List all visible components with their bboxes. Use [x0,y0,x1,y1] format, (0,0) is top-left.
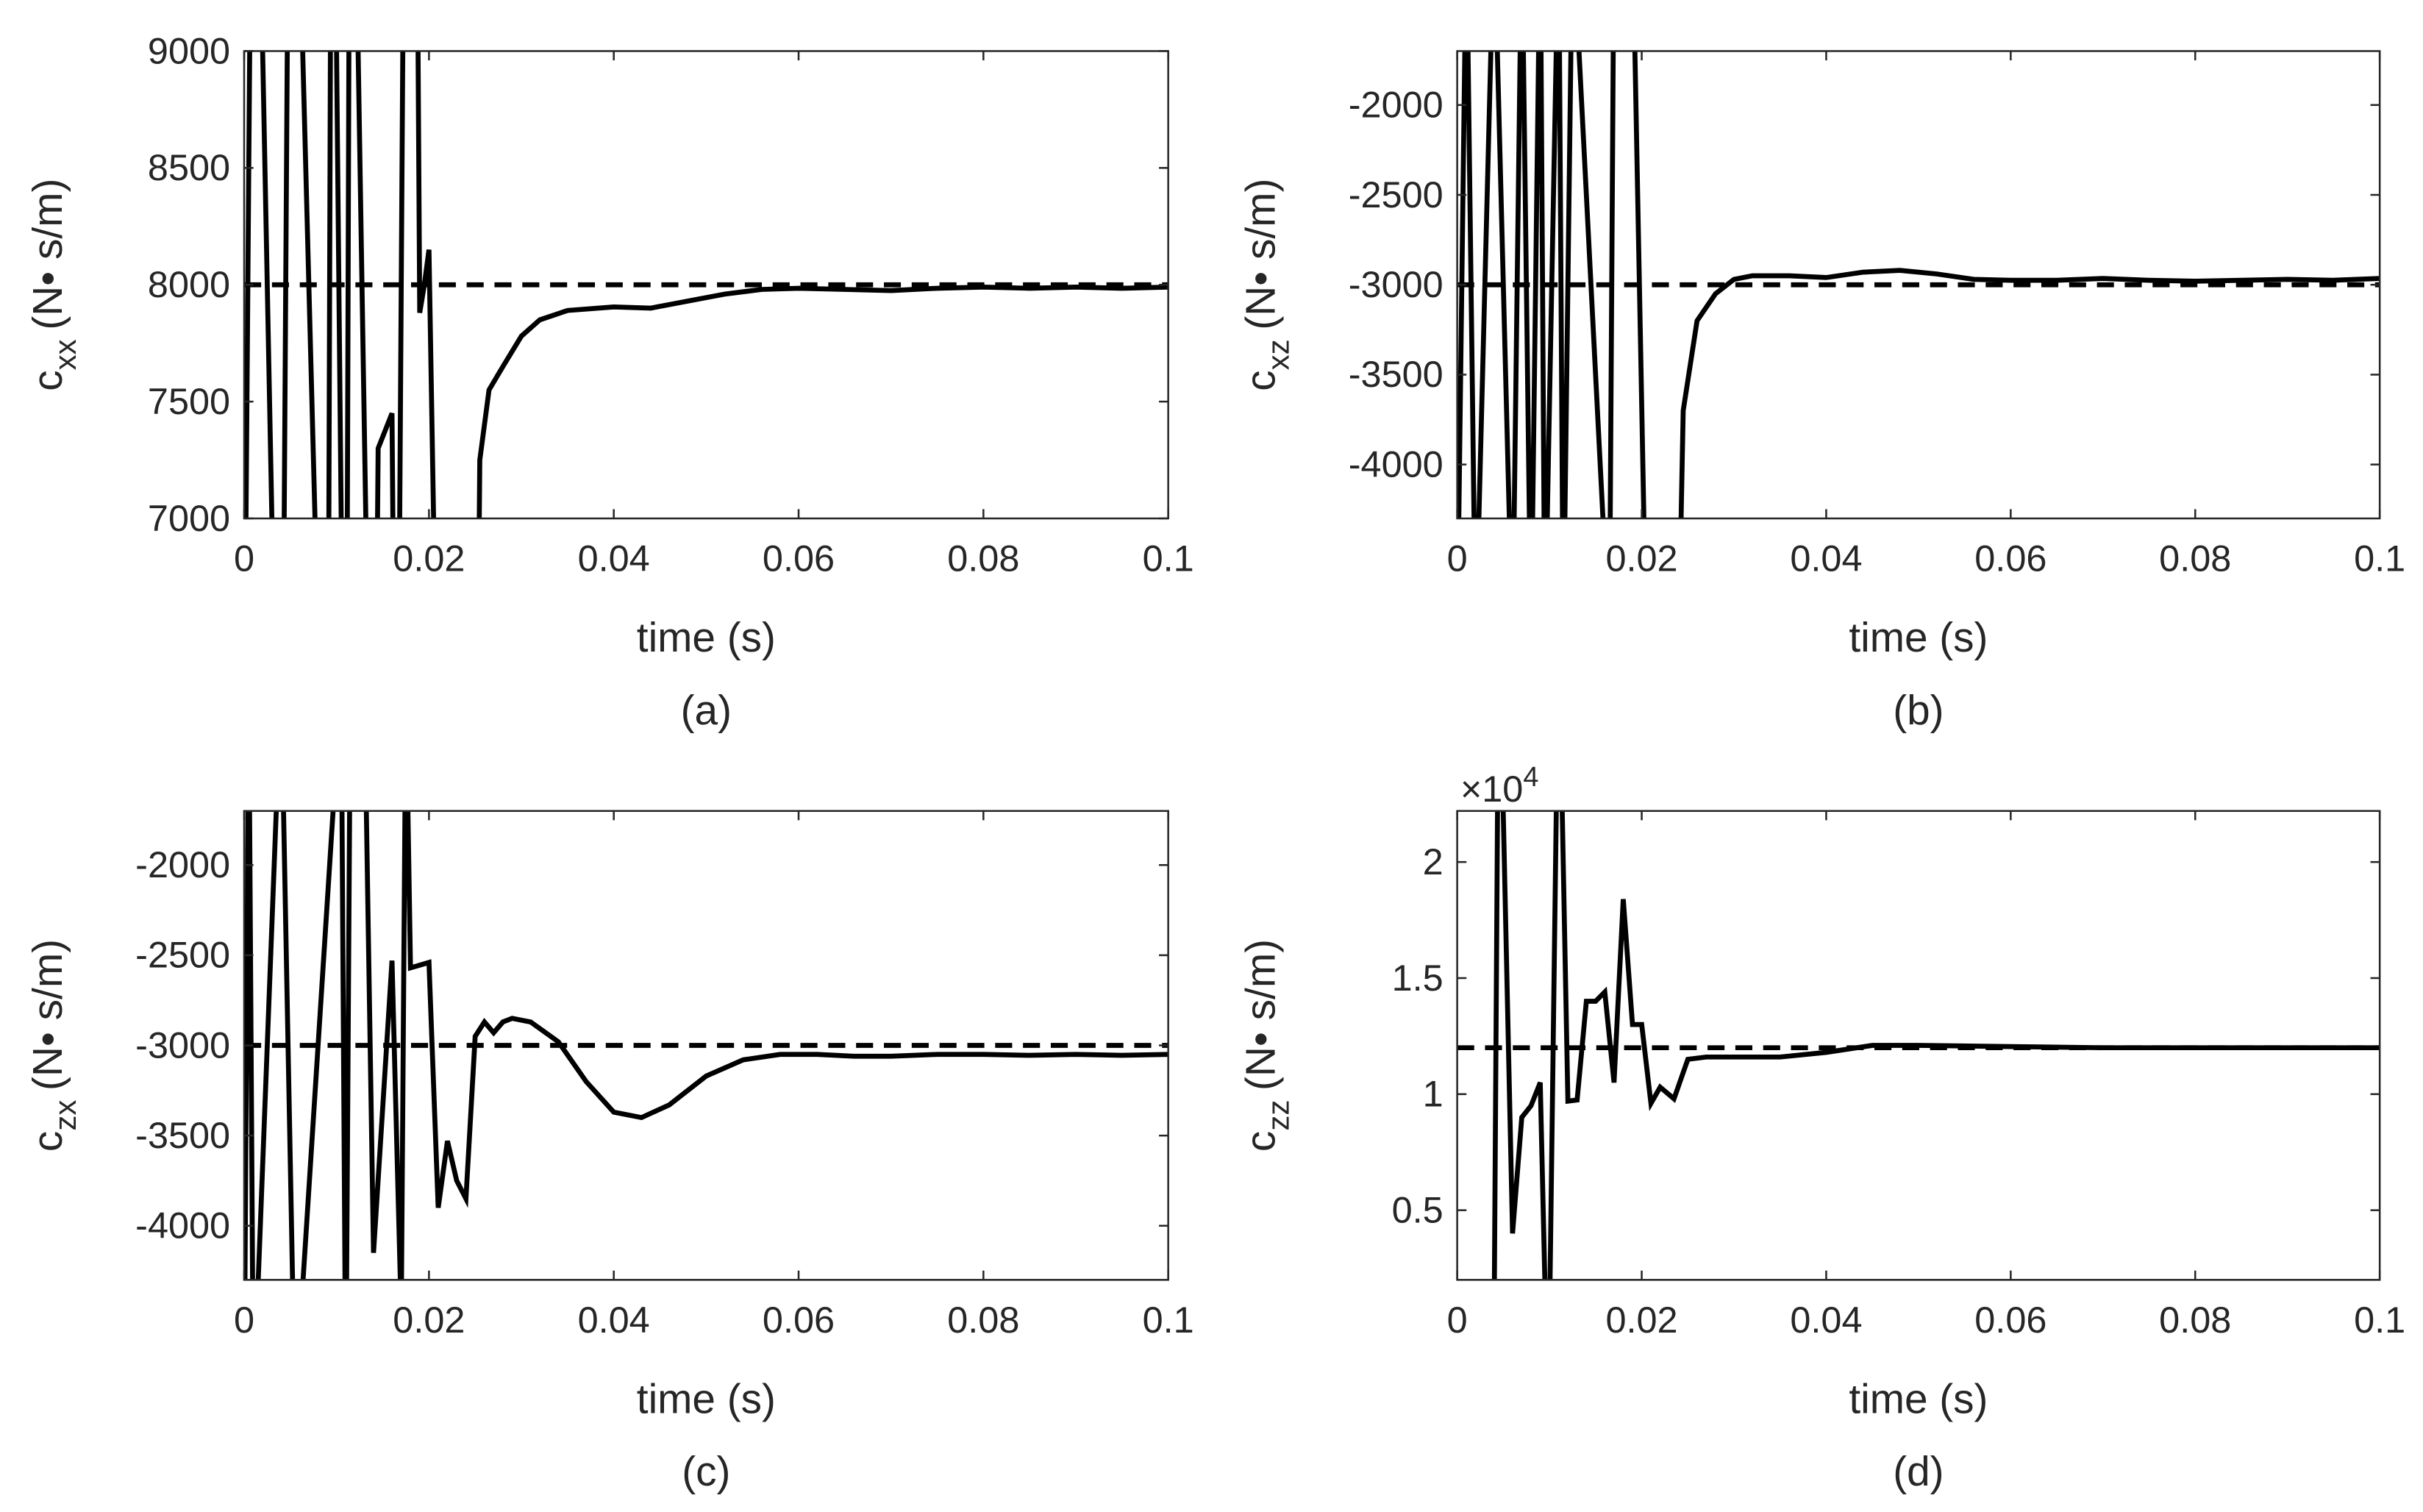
x-tick-label: 0.04 [578,1299,650,1341]
x-tick-label: 0.1 [1143,1299,1194,1341]
x-axis-label: time (s) [1849,615,1988,661]
x-tick-label: 0.06 [1974,1299,2046,1341]
y-tick-label: -2500 [135,934,230,976]
x-axis-label: time (s) [637,615,776,661]
y-label-unit: (N• s/m) [25,179,71,330]
y-label-subscript: xz [1261,339,1296,370]
x-tick-label: 0 [234,1299,254,1341]
y-tick-label: -4000 [135,1205,230,1247]
x-tick-label: 0.02 [393,537,465,579]
x-tick-label: 0.1 [2354,1299,2405,1341]
exponent-base: ×10 [1460,768,1524,810]
data-line [244,810,1168,1280]
y-label-subscript: xx [48,339,82,370]
axes-box [1456,810,2381,1281]
x-tick-label: 0.04 [578,537,650,579]
y-tick-label: 7000 [148,497,230,539]
data-line [244,51,1168,518]
y-axis-label: cxz (N• s/m) [1238,179,1296,391]
y-label-subscript: zz [1261,1100,1296,1131]
y-tick-label: 8000 [148,263,230,305]
y-tick-label: -4000 [1349,443,1444,485]
caption: (b) [1893,688,1944,734]
x-tick-label: 0.02 [393,1299,465,1341]
x-tick-label: 0.08 [947,537,1019,579]
y-label-unit: (N• s/m) [1238,179,1285,330]
subplot: 0 0.02 0.04 0.06 0.08 0.1 -4000 -3500 -3000 -2500… [1238,50,2405,734]
x-tick-label: 0 [1447,1299,1468,1341]
x-tick-label: 0 [1447,537,1468,579]
subplot: 0 0.02 0.04 0.06 0.08 0.1 -4000 -3500 -3000 -2500… [25,810,1194,1495]
data-line [1491,810,2380,1280]
x-tick-label: 0.06 [763,537,835,579]
y-label-unit: (N• s/m) [1238,939,1285,1091]
y-axis-label: czx (N• s/m) [25,939,82,1152]
y-tick-label: 9000 [148,29,230,71]
x-tick-label: 0.02 [1605,537,1677,579]
y-label-symbol: c [1238,1131,1285,1152]
x-tick-label: 0.04 [1790,537,1862,579]
x-axis-label: time (s) [1849,1376,1988,1422]
y-tick-label: -2000 [135,844,230,885]
x-tick-label: 0.08 [947,1299,1019,1341]
y-label-symbol: c [1238,370,1285,391]
caption: (d) [1893,1449,1944,1495]
x-tick-label: 0.08 [2159,537,2231,579]
x-tick-label: 0.06 [763,1299,835,1341]
y-tick-label: 7500 [148,380,230,422]
y-tick-label: 2 [1423,841,1444,882]
data-line [1457,51,2380,518]
y-tick-label: -2500 [1349,174,1444,215]
y-tick-label: -3500 [135,1114,230,1156]
y-tick-label: 0.5 [1392,1188,1444,1230]
y-tick-label: -2000 [1349,84,1444,126]
y-tick-label: 1.5 [1392,957,1444,999]
exponent-power: 4 [1523,762,1538,793]
y-exponent: ×104 [1460,762,1539,810]
y-label-subscript: zx [48,1100,82,1131]
subplot: 0 0.02 0.04 0.06 0.08 0.1 0.5 1 1.5 2 time (s) (d) c… [1238,762,2406,1495]
x-tick-label: 0 [234,537,254,579]
caption: (a) [681,688,732,734]
y-axis-label: cxx (N• s/m) [25,179,82,391]
caption: (c) [682,1449,730,1495]
y-tick-label: -3000 [1349,263,1444,305]
y-label-symbol: c [25,370,71,391]
x-tick-label: 0.1 [1143,537,1194,579]
x-axis-label: time (s) [637,1376,776,1422]
x-tick-label: 0.04 [1790,1299,1862,1341]
y-tick-label: -3000 [135,1024,230,1066]
x-tick-label: 0.08 [2159,1299,2231,1341]
y-axis-label: czz (N• s/m) [1238,939,1296,1152]
y-tick-label: -3500 [1349,353,1444,395]
x-tick-label: 0.06 [1974,537,2046,579]
y-tick-label: 8500 [148,146,230,188]
y-label-unit: (N• s/m) [25,939,71,1091]
x-tick-label: 0.1 [2354,537,2405,579]
y-tick-label: 1 [1423,1073,1444,1115]
y-label-symbol: c [25,1131,71,1152]
subplot: 0 0.02 0.04 0.06 0.08 0.1 7000 7500 8000 8500 9000… [25,29,1194,734]
x-tick-label: 0.02 [1605,1299,1677,1341]
